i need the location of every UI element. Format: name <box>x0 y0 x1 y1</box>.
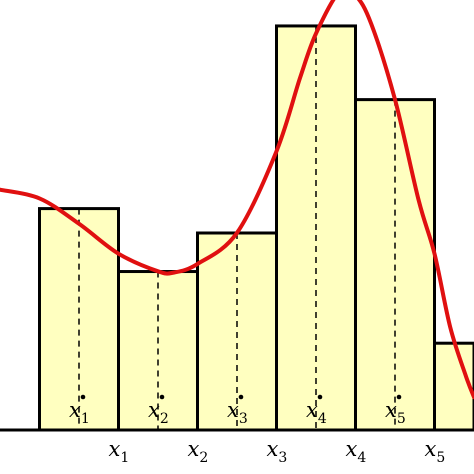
partition-label-1: x1 <box>109 437 130 466</box>
partition-label-5-base: x <box>425 437 437 461</box>
sample-label-2-star-dot <box>159 394 165 400</box>
partition-label-4-base: x <box>346 437 358 461</box>
sample-label-3: x3 <box>227 398 248 427</box>
sample-label-4: x4 <box>306 398 327 427</box>
partition-label-3-subscript: 3 <box>278 450 287 466</box>
function-curve <box>0 0 474 400</box>
sample-label-5-subscript: 5 <box>397 411 406 427</box>
partition-label-2-subscript: 2 <box>199 450 208 466</box>
partition-label-2-base: x <box>188 437 200 461</box>
partition-label-4-subscript: 4 <box>357 450 366 466</box>
partition-label-3: x3 <box>267 437 288 466</box>
sample-label-1-star-dot <box>80 394 86 400</box>
sample-label-5-star-dot <box>396 394 402 400</box>
sample-label-4-base: x <box>306 398 318 422</box>
sample-label-5: x5 <box>385 398 406 427</box>
sample-label-3-base: x <box>227 398 239 422</box>
partition-label-5: x5 <box>425 437 446 466</box>
sample-label-3-subscript: 3 <box>239 411 248 427</box>
partition-label-1-subscript: 1 <box>120 450 129 466</box>
sample-label-1-base: x <box>69 398 81 422</box>
partition-label-2: x2 <box>188 437 209 466</box>
sample-label-4-subscript: 4 <box>318 411 327 427</box>
sample-label-4-star-dot <box>317 394 323 400</box>
partition-label-3-base: x <box>267 437 279 461</box>
partition-label-1-base: x <box>109 437 121 461</box>
sample-label-3-star-dot <box>238 394 244 400</box>
bars-layer <box>38 24 474 432</box>
sample-label-2: x2 <box>148 398 169 427</box>
sample-label-1: x1 <box>69 398 90 427</box>
function-curve-layer <box>0 0 474 400</box>
partition-label-4: x4 <box>346 437 367 466</box>
sample-label-2-base: x <box>148 398 160 422</box>
sample-label-1-subscript: 1 <box>81 411 90 427</box>
partition-label-5-subscript: 5 <box>436 450 445 466</box>
sample-guides-layer <box>78 25 396 430</box>
sample-label-5-base: x <box>385 398 397 422</box>
sample-label-2-subscript: 2 <box>160 411 169 427</box>
